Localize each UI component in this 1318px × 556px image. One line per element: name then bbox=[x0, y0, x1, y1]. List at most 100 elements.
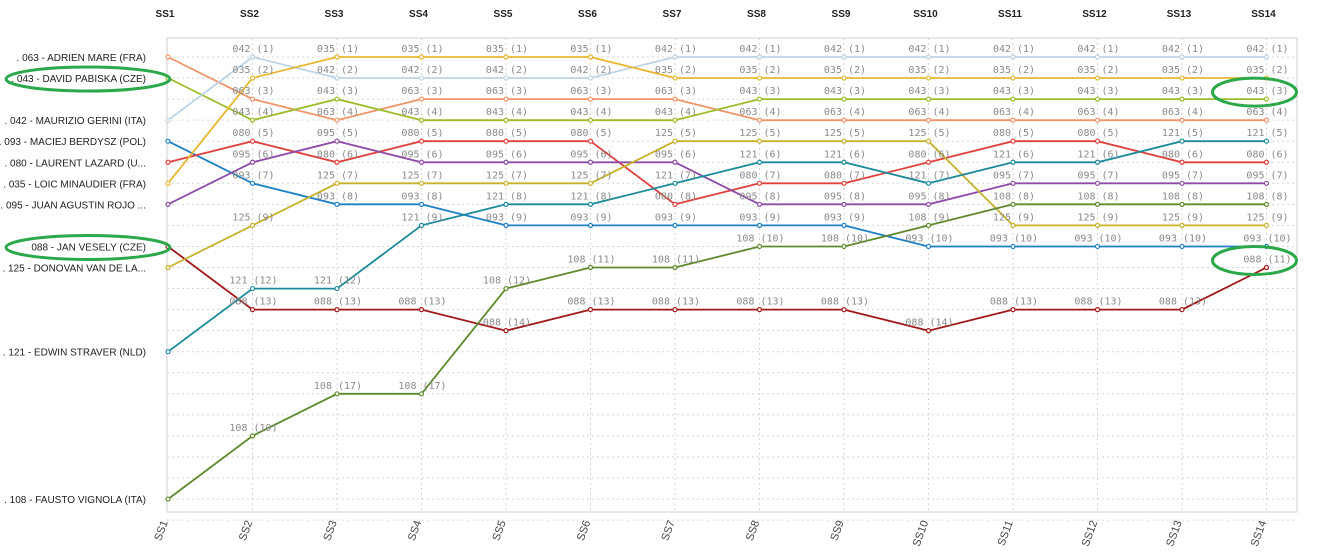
point-label: 035 (2) bbox=[655, 65, 697, 76]
data-point-042 bbox=[1179, 54, 1185, 60]
top-tick-label: SS1 bbox=[156, 9, 175, 20]
point-label: 035 (1) bbox=[570, 44, 612, 55]
point-label: 125 (9) bbox=[232, 212, 274, 223]
point-label: 088 (13) bbox=[652, 297, 700, 308]
highlight-ellipse bbox=[1211, 245, 1298, 276]
point-label: 063 (3) bbox=[655, 86, 697, 97]
point-label: 080 (8) bbox=[655, 191, 697, 202]
data-point-108 bbox=[1010, 201, 1016, 207]
data-point-093 bbox=[1094, 243, 1101, 250]
point-label: 125 (9) bbox=[1246, 212, 1288, 223]
point-label: 035 (2) bbox=[232, 65, 274, 76]
bottom-tick-label: SS13 bbox=[1164, 519, 1184, 548]
top-tick-label: SS6 bbox=[578, 9, 597, 20]
data-point-043 bbox=[756, 96, 763, 102]
point-label: 121 (12) bbox=[229, 276, 277, 287]
point-label: 108 (8) bbox=[1077, 191, 1119, 202]
point-label: 108 (8) bbox=[1246, 191, 1288, 202]
point-label: 095 (8) bbox=[739, 191, 781, 202]
point-label: 088 (13) bbox=[1159, 297, 1207, 308]
data-point-042 bbox=[418, 75, 425, 81]
data-point-121 bbox=[756, 159, 763, 165]
data-point-043 bbox=[587, 117, 594, 123]
data-point-121 bbox=[841, 159, 847, 165]
point-label: 043 (4) bbox=[401, 107, 443, 118]
data-point-095 bbox=[418, 159, 425, 165]
data-point-108 bbox=[1179, 201, 1185, 207]
data-point-095 bbox=[503, 159, 509, 165]
data-point-043 bbox=[841, 96, 847, 102]
point-label: 095 (7) bbox=[1077, 170, 1119, 181]
data-point-088 bbox=[418, 307, 425, 313]
bottom-tick-label: SS12 bbox=[1080, 519, 1100, 548]
data-point-095 bbox=[587, 159, 594, 165]
bottom-tick-label: SS8 bbox=[744, 519, 762, 543]
data-point-121 bbox=[1179, 138, 1185, 144]
point-label: 035 (2) bbox=[739, 65, 781, 76]
data-point-125 bbox=[672, 138, 678, 144]
data-point-095 bbox=[756, 201, 763, 207]
point-label: 125 (5) bbox=[655, 128, 697, 139]
data-point-125 bbox=[1010, 222, 1016, 228]
point-label: 121 (12) bbox=[314, 276, 362, 287]
driver-row-label: . 042 - MAURIZIO GERINI (ITA) bbox=[5, 116, 147, 127]
data-point-080 bbox=[249, 138, 256, 144]
point-label: 121 (7) bbox=[655, 170, 697, 181]
point-label: 042 (1) bbox=[1162, 44, 1204, 55]
row-labels: . 063 - ADRIEN MARE (FRA) . 043 - DAVID P… bbox=[0, 53, 146, 506]
point-label: 088 (13) bbox=[567, 297, 615, 308]
data-point-080 bbox=[418, 138, 425, 144]
point-label: 035 (2) bbox=[1162, 65, 1204, 76]
top-tick-label: SS10 bbox=[913, 9, 938, 20]
point-label: 042 (2) bbox=[486, 65, 528, 76]
series-line-125 bbox=[167, 140, 1267, 269]
point-label: 043 (3) bbox=[993, 86, 1035, 97]
data-point-043 bbox=[1094, 96, 1101, 102]
data-point-108 bbox=[165, 496, 171, 502]
point-label: 043 (3) bbox=[824, 86, 866, 97]
top-axis: SS1 SS2 SS3 SS4 SS5 SS6 SS7 SS8 SS9 SS10 SS11 SS12 S… bbox=[156, 9, 1277, 20]
data-point-093 bbox=[1179, 243, 1185, 250]
driver-row-label: . 035 - LOIC MINAUDIER (FRA) bbox=[3, 179, 146, 190]
data-point-043 bbox=[1263, 96, 1270, 102]
point-label: 080 (7) bbox=[824, 170, 866, 181]
data-point-095 bbox=[925, 201, 932, 207]
data-point-121 bbox=[165, 349, 171, 355]
point-label: 080 (5) bbox=[570, 128, 612, 139]
data-point-043 bbox=[925, 96, 932, 102]
point-label: 121 (6) bbox=[739, 149, 781, 160]
point-label: 108 (17) bbox=[398, 381, 446, 392]
point-label: 063 (3) bbox=[570, 86, 612, 97]
point-label: 088 (11) bbox=[1243, 255, 1291, 266]
data-point-080 bbox=[925, 159, 932, 165]
data-point-035 bbox=[334, 54, 340, 60]
data-point-042 bbox=[925, 54, 932, 60]
data-point-093 bbox=[503, 222, 509, 228]
data-point-080 bbox=[756, 180, 763, 186]
point-label: 080 (6) bbox=[908, 149, 950, 160]
data-point-095 bbox=[165, 201, 171, 207]
point-label: 042 (2) bbox=[317, 65, 359, 76]
data-point-093 bbox=[334, 201, 340, 207]
data-point-035 bbox=[925, 75, 932, 81]
data-point-088 bbox=[1179, 307, 1185, 313]
data-point-063 bbox=[1010, 117, 1016, 123]
top-tick-label: SS7 bbox=[663, 9, 682, 20]
data-point-063 bbox=[1179, 117, 1185, 123]
point-label: 093 (8) bbox=[401, 191, 443, 202]
point-label: 042 (1) bbox=[655, 44, 697, 55]
data-point-093 bbox=[756, 222, 763, 228]
point-label: 108 (11) bbox=[652, 255, 700, 266]
data-point-042 bbox=[1263, 54, 1270, 60]
data-point-042 bbox=[756, 54, 763, 60]
data-point-043 bbox=[249, 117, 256, 123]
data-point-063 bbox=[503, 96, 509, 102]
bottom-tick-label: SS1 bbox=[152, 519, 170, 543]
series-line-095 bbox=[167, 140, 1267, 206]
point-label: 125 (7) bbox=[486, 170, 528, 181]
data-point-035 bbox=[503, 54, 509, 60]
data-point-080 bbox=[587, 138, 594, 144]
data-point-080 bbox=[841, 180, 847, 186]
top-tick-label: SS11 bbox=[998, 9, 1022, 20]
